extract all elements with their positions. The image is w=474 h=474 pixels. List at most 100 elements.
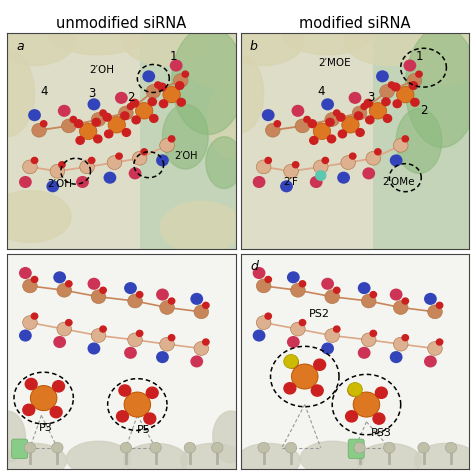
Circle shape [411, 99, 419, 106]
Circle shape [361, 333, 376, 347]
Circle shape [262, 109, 274, 121]
Circle shape [65, 319, 72, 326]
Polygon shape [412, 25, 474, 85]
Circle shape [358, 347, 371, 359]
Circle shape [116, 153, 122, 159]
Polygon shape [208, 81, 254, 158]
Circle shape [163, 86, 180, 103]
Circle shape [265, 157, 272, 164]
Circle shape [128, 333, 142, 347]
Circle shape [310, 176, 323, 188]
Bar [241, 33, 374, 249]
Text: P5: P5 [137, 426, 151, 436]
Circle shape [120, 442, 132, 453]
Circle shape [23, 316, 37, 329]
Circle shape [160, 337, 174, 351]
Circle shape [390, 351, 402, 363]
Circle shape [32, 123, 46, 137]
Circle shape [253, 267, 265, 279]
Circle shape [28, 109, 41, 121]
Circle shape [355, 112, 363, 119]
Circle shape [203, 302, 209, 309]
Circle shape [62, 119, 76, 133]
Text: a: a [16, 40, 24, 53]
Circle shape [160, 138, 174, 152]
Circle shape [334, 326, 340, 332]
Circle shape [358, 282, 371, 294]
Circle shape [376, 70, 389, 82]
Polygon shape [183, 22, 252, 87]
Circle shape [168, 136, 175, 142]
Text: P3: P3 [39, 423, 53, 433]
Circle shape [313, 123, 330, 139]
Polygon shape [357, 443, 421, 474]
Circle shape [137, 292, 143, 298]
Circle shape [328, 135, 336, 143]
Circle shape [258, 442, 269, 453]
Circle shape [393, 337, 408, 351]
Circle shape [76, 176, 89, 188]
Circle shape [382, 98, 390, 106]
Circle shape [373, 413, 385, 424]
Circle shape [91, 328, 106, 342]
Circle shape [150, 115, 158, 122]
Circle shape [334, 287, 340, 293]
Circle shape [253, 176, 265, 188]
Circle shape [354, 442, 365, 453]
Circle shape [191, 356, 203, 367]
Bar [140, 33, 236, 249]
Circle shape [53, 381, 64, 392]
Circle shape [118, 106, 133, 120]
Circle shape [92, 118, 100, 126]
Circle shape [393, 100, 401, 108]
Circle shape [265, 123, 280, 137]
Circle shape [119, 385, 131, 396]
Circle shape [369, 103, 387, 119]
Circle shape [40, 121, 47, 127]
Circle shape [160, 301, 174, 314]
Circle shape [100, 110, 106, 116]
Circle shape [31, 313, 38, 319]
Polygon shape [0, 191, 71, 242]
Text: 1: 1 [415, 50, 423, 64]
Circle shape [23, 279, 37, 293]
Circle shape [325, 328, 339, 342]
Circle shape [352, 106, 367, 120]
Circle shape [94, 135, 102, 143]
Polygon shape [2, 443, 66, 474]
Circle shape [361, 103, 367, 109]
Circle shape [291, 283, 305, 297]
Circle shape [292, 162, 299, 168]
Circle shape [121, 112, 129, 119]
Circle shape [89, 157, 95, 164]
Circle shape [356, 128, 364, 137]
Circle shape [136, 103, 153, 119]
Polygon shape [163, 104, 208, 169]
Circle shape [321, 342, 334, 355]
Circle shape [74, 120, 82, 128]
Circle shape [65, 281, 72, 287]
Text: 2′OMe: 2′OMe [383, 177, 415, 187]
Circle shape [280, 180, 293, 192]
Circle shape [325, 112, 339, 127]
Polygon shape [300, 441, 364, 474]
Text: 4: 4 [40, 85, 47, 98]
Circle shape [393, 138, 408, 152]
Circle shape [146, 84, 161, 98]
Circle shape [291, 322, 305, 336]
Text: PS3: PS3 [371, 428, 392, 438]
Circle shape [341, 155, 356, 170]
Circle shape [194, 305, 209, 319]
Circle shape [158, 83, 166, 91]
Circle shape [124, 347, 137, 359]
Circle shape [142, 70, 155, 82]
Circle shape [295, 119, 310, 133]
Text: modified siRNA: modified siRNA [299, 17, 411, 31]
FancyBboxPatch shape [12, 439, 27, 458]
Text: PS2: PS2 [310, 309, 330, 319]
Circle shape [409, 82, 418, 90]
Polygon shape [0, 411, 26, 463]
Circle shape [256, 279, 271, 293]
Circle shape [52, 442, 63, 453]
Polygon shape [344, 14, 435, 65]
